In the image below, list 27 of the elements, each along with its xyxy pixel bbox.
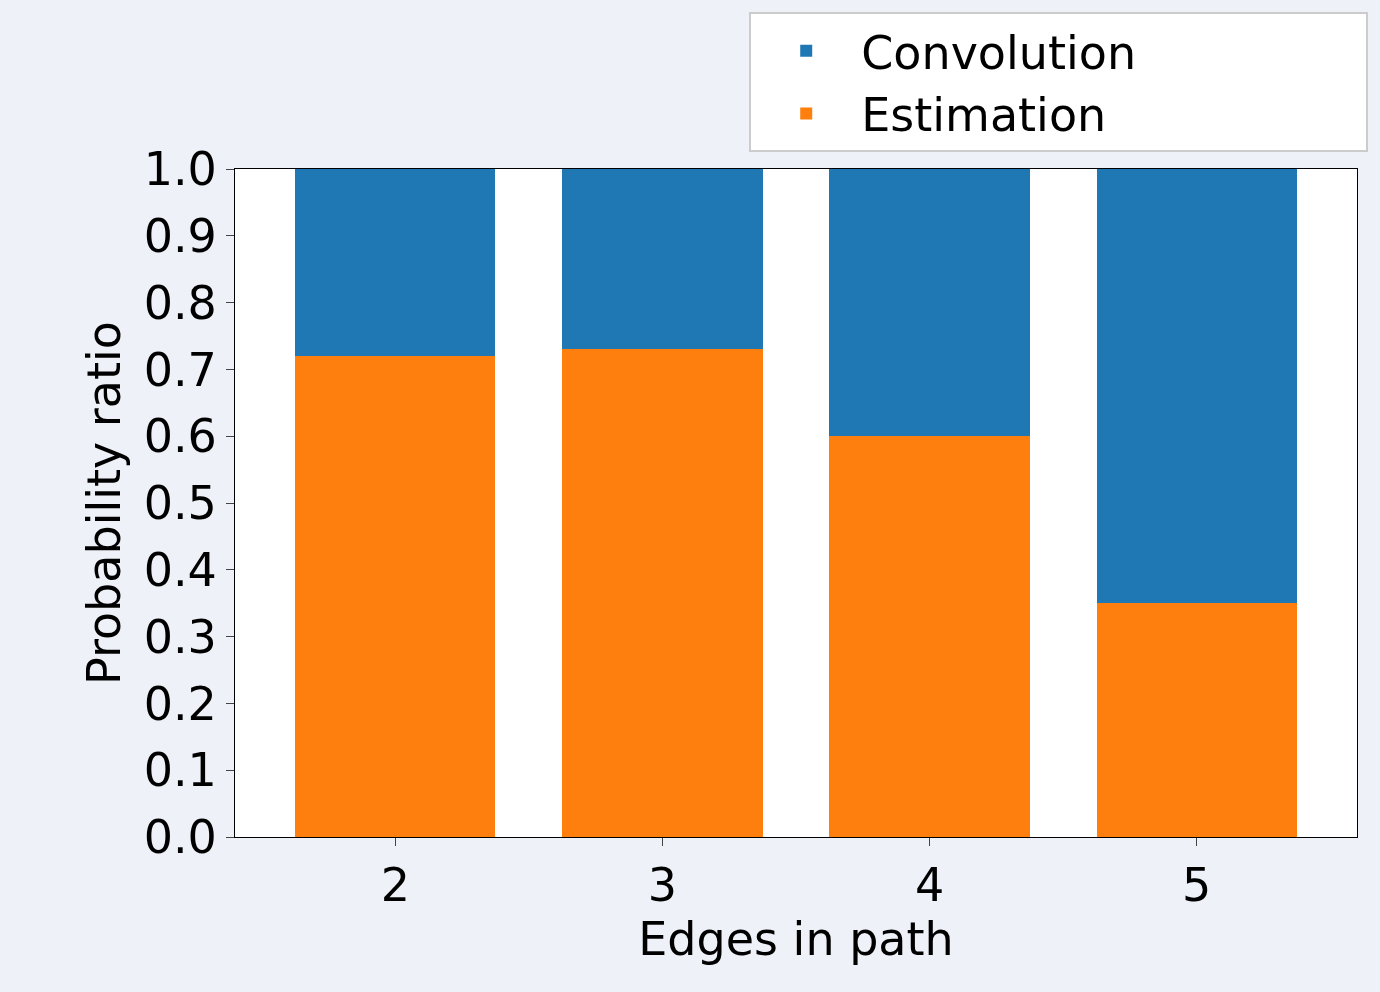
y-tick-label: 0.2 [143,676,217,731]
bar [829,436,1030,837]
y-tick-label: 0.7 [143,342,217,397]
legend-label: Convolution [861,25,1137,80]
text: 1.0 [143,142,217,197]
text: 0.0 [143,810,217,865]
bar [1096,169,1297,604]
bar [562,169,763,350]
y-tick-label: 0.8 [143,275,217,330]
y-tick-label: 0.6 [143,409,217,464]
y-tick-label: 0.3 [143,609,217,664]
bar [295,356,496,837]
bar [1096,603,1297,837]
x-tick-label: 2 [380,858,410,913]
bar [562,349,763,837]
x-tick-label: 4 [914,858,945,913]
bar [829,169,1030,437]
x-tick-label: 5 [1182,858,1212,913]
x-tick-label: 3 [647,858,678,913]
y-tick-label: 0.9 [143,208,217,263]
y-tick-label: 0.1 [143,743,217,798]
y-tick-label: 0.5 [143,476,217,531]
y-axis-title: Probability ratio [77,321,132,685]
bar [295,169,496,357]
y-tick-label: 0.4 [143,542,217,597]
x-axis-title: Edges in path [638,912,954,967]
legend-label: Estimation [861,88,1107,143]
